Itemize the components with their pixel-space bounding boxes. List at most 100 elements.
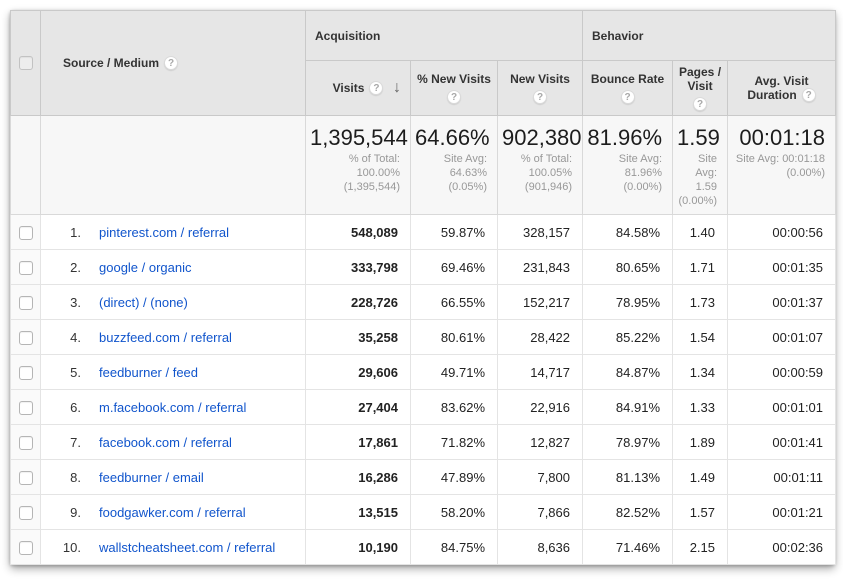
totals-row: 1,395,544 % of Total: 100.00% (1,395,544…	[10, 115, 837, 215]
column-header-pct-new-visits[interactable]: % New Visits ?	[410, 60, 498, 116]
row-checkbox[interactable]	[18, 470, 33, 485]
bounce-rate-cell: 80.65%	[582, 249, 674, 285]
avg-duration-cell: 00:01:35	[727, 249, 837, 285]
help-icon[interactable]: ?	[447, 90, 461, 104]
pages-visit-cell: 1.33	[672, 389, 729, 425]
column-header-avg-duration[interactable]: Avg. Visit Duration?	[727, 60, 837, 116]
help-icon[interactable]: ?	[693, 97, 708, 111]
visits-cell: 228,726	[305, 284, 411, 320]
help-icon[interactable]: ?	[620, 90, 635, 104]
pct-new-visits-cell: 59.87%	[410, 214, 498, 250]
row-select-cell	[10, 284, 41, 320]
pct-new-visits-cell: 80.61%	[410, 319, 498, 355]
avg-duration-cell: 00:01:21	[727, 494, 837, 530]
row-select-cell	[10, 319, 41, 355]
visits-cell: 548,089	[305, 214, 411, 250]
table-row: 10. wallstcheatsheet.com / referral 10,19…	[10, 529, 837, 565]
source-medium-link[interactable]: wallstcheatsheet.com / referral	[99, 539, 276, 555]
row-select-cell	[10, 424, 41, 460]
totals-visits: 1,395,544 % of Total: 100.00% (1,395,544…	[305, 115, 411, 215]
source-medium-link[interactable]: feedburner / feed	[99, 364, 199, 380]
help-icon[interactable]: ?	[533, 90, 547, 104]
row-checkbox[interactable]	[18, 260, 33, 275]
totals-pct-new-sub: Site Avg: 64.63% (0.05%)	[443, 153, 487, 193]
source-cell: 3. (direct) / (none)	[40, 284, 306, 320]
bounce-rate-cell: 84.91%	[582, 389, 674, 425]
totals-pages-value: 1.59	[677, 125, 720, 150]
visits-cell: 10,190	[305, 529, 411, 565]
source-cell: 4. buzzfeed.com / referral	[40, 319, 306, 355]
row-checkbox[interactable]	[18, 365, 33, 380]
totals-source-cell	[40, 115, 306, 215]
pages-visit-cell: 1.89	[672, 424, 729, 460]
row-select-cell	[10, 354, 41, 390]
group-header-behavior: Behavior	[582, 10, 837, 61]
row-checkbox[interactable]	[18, 295, 33, 310]
pct-new-visits-cell: 49.71%	[410, 354, 498, 390]
pct-new-visits-cell: 71.82%	[410, 424, 498, 460]
source-medium-link[interactable]: foodgawker.com / referral	[99, 504, 246, 520]
acquisition-label: Acquisition	[315, 28, 381, 43]
table-row: 4. buzzfeed.com / referral 35,258 80.61% …	[10, 319, 837, 355]
new-visits-cell: 231,843	[496, 249, 584, 285]
column-header-visits[interactable]: Visits? ↓	[305, 60, 411, 116]
source-cell: 5. feedburner / feed	[40, 354, 306, 390]
row-rank: 6.	[70, 399, 81, 415]
behavior-label: Behavior	[592, 28, 644, 43]
source-cell: 8. feedburner / email	[40, 459, 306, 495]
column-header-pages-visit[interactable]: Pages / Visit ?	[672, 60, 729, 116]
analytics-table: Source / Medium? Acquisition Behavior Vi…	[10, 10, 837, 565]
totals-pages-visit: 1.59 Site Avg: 1.59 (0.00%)	[672, 115, 729, 215]
row-select-cell	[10, 529, 41, 565]
visits-cell: 35,258	[305, 319, 411, 355]
visits-label: Visits	[332, 80, 365, 95]
visits-cell: 16,286	[305, 459, 411, 495]
bounce-rate-cell: 82.52%	[582, 494, 674, 530]
pct-new-visits-cell: 69.46%	[410, 249, 498, 285]
totals-bounce-sub: Site Avg: 81.96% (0.00%)	[618, 153, 663, 193]
pct-new-visits-label: % New Visits	[417, 72, 491, 86]
source-medium-link[interactable]: feedburner / email	[99, 469, 204, 485]
totals-duration-value: 00:01:18	[739, 125, 826, 150]
visits-cell: 29,606	[305, 354, 411, 390]
source-medium-link[interactable]: buzzfeed.com / referral	[99, 329, 232, 345]
table-row: 3. (direct) / (none) 228,726 66.55% 152,2…	[10, 284, 837, 320]
pages-visit-label: Pages / Visit	[679, 65, 722, 93]
row-checkbox[interactable]	[18, 330, 33, 345]
bounce-rate-cell: 84.87%	[582, 354, 674, 390]
source-medium-link[interactable]: (direct) / (none)	[99, 294, 188, 310]
sort-descending-icon[interactable]: ↓	[393, 79, 401, 96]
help-icon[interactable]: ?	[369, 81, 384, 96]
row-select-cell	[10, 459, 41, 495]
bounce-rate-cell: 81.13%	[582, 459, 674, 495]
totals-pct-new-value: 64.66%	[415, 125, 490, 150]
source-cell: 7. facebook.com / referral	[40, 424, 306, 460]
select-all-checkbox[interactable]	[18, 56, 33, 71]
avg-duration-cell: 00:01:11	[727, 459, 837, 495]
column-header-bounce-rate[interactable]: Bounce Rate ?	[582, 60, 674, 116]
help-icon[interactable]: ?	[164, 56, 179, 71]
row-checkbox[interactable]	[18, 540, 33, 555]
source-medium-link[interactable]: facebook.com / referral	[99, 434, 232, 450]
avg-duration-cell: 00:00:59	[727, 354, 837, 390]
row-checkbox[interactable]	[18, 400, 33, 415]
source-cell: 2. google / organic	[40, 249, 306, 285]
new-visits-cell: 8,636	[496, 529, 584, 565]
visits-cell: 333,798	[305, 249, 411, 285]
pages-visit-cell: 1.49	[672, 459, 729, 495]
row-checkbox[interactable]	[18, 225, 33, 240]
totals-bounce-rate: 81.96% Site Avg: 81.96% (0.00%)	[582, 115, 674, 215]
row-checkbox[interactable]	[18, 435, 33, 450]
source-medium-link[interactable]: google / organic	[99, 259, 192, 275]
visits-cell: 17,861	[305, 424, 411, 460]
pct-new-visits-cell: 84.75%	[410, 529, 498, 565]
help-icon[interactable]: ?	[801, 88, 816, 103]
row-select-cell	[10, 494, 41, 530]
source-medium-link[interactable]: pinterest.com / referral	[99, 224, 230, 240]
bounce-rate-cell: 85.22%	[582, 319, 674, 355]
source-medium-link[interactable]: m.facebook.com / referral	[99, 399, 247, 415]
bounce-rate-label: Bounce Rate	[590, 72, 665, 86]
column-header-source-medium[interactable]: Source / Medium?	[40, 10, 306, 116]
column-header-new-visits[interactable]: New Visits ?	[496, 60, 584, 116]
row-checkbox[interactable]	[18, 505, 33, 520]
